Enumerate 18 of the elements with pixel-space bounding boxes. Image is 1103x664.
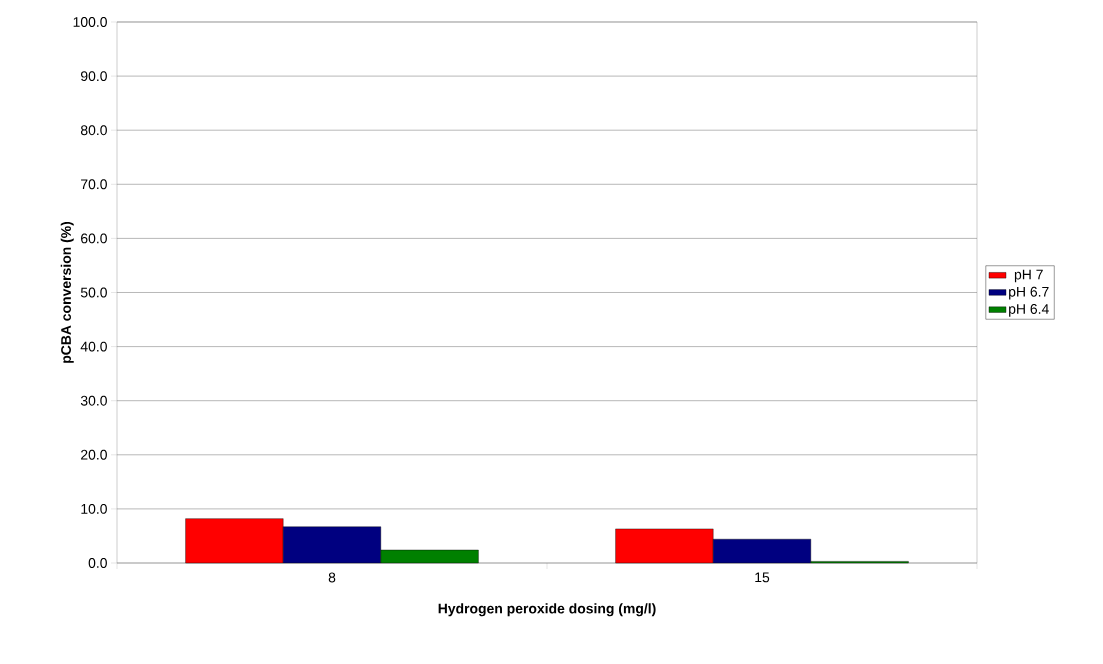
- y-axis-title: pCBA conversion (%): [60, 221, 74, 363]
- y-tick-label: 0.0: [88, 558, 107, 568]
- y-tick-label: 80.0: [80, 125, 107, 136]
- y-tick-label: 60.0: [81, 233, 107, 244]
- x-tick-label: 15: [755, 572, 770, 583]
- x-tick-label: 8: [328, 572, 336, 583]
- y-tick-label: 30.0: [80, 395, 107, 406]
- y-tick-label: 90.0: [80, 71, 107, 82]
- y-tick-label: 50.0: [80, 287, 107, 298]
- legend-label: pH 6.4: [1009, 304, 1049, 317]
- legend-label: pH 7: [1014, 269, 1043, 283]
- legend-label: pH 6.7: [1009, 286, 1049, 300]
- y-tick-label: 100.0: [73, 17, 107, 27]
- x-axis-title: Hydrogen peroxide dosing (mg/l): [438, 603, 656, 617]
- y-tick-label: 20.0: [81, 449, 107, 460]
- y-tick-label: 40.0: [80, 341, 107, 352]
- y-tick-label: 70.0: [81, 179, 107, 190]
- y-tick-label: 10.0: [81, 503, 107, 514]
